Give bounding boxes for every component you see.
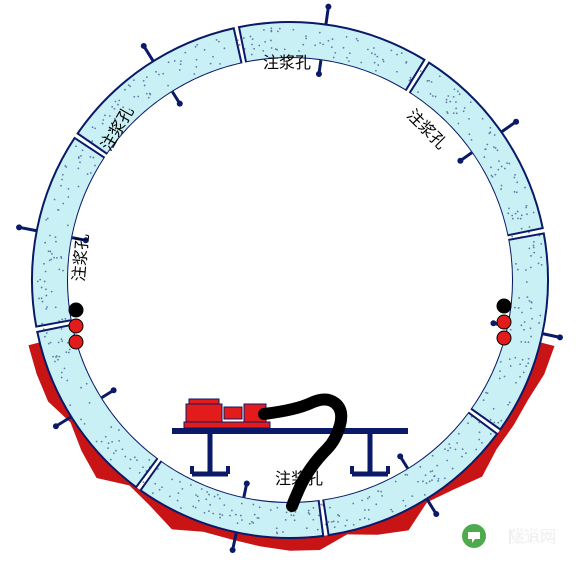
cable-cluster-left xyxy=(69,303,83,349)
grout-hole-label-4: 注浆孔 xyxy=(275,470,323,488)
cable-cluster-right xyxy=(497,299,511,345)
watermark: 隧道网隧道网 xyxy=(462,524,556,548)
grout-hole-label-0: 注浆孔 xyxy=(263,54,311,72)
watermark-text: 隧道网 xyxy=(508,528,556,546)
tunnel-bore xyxy=(68,58,512,502)
